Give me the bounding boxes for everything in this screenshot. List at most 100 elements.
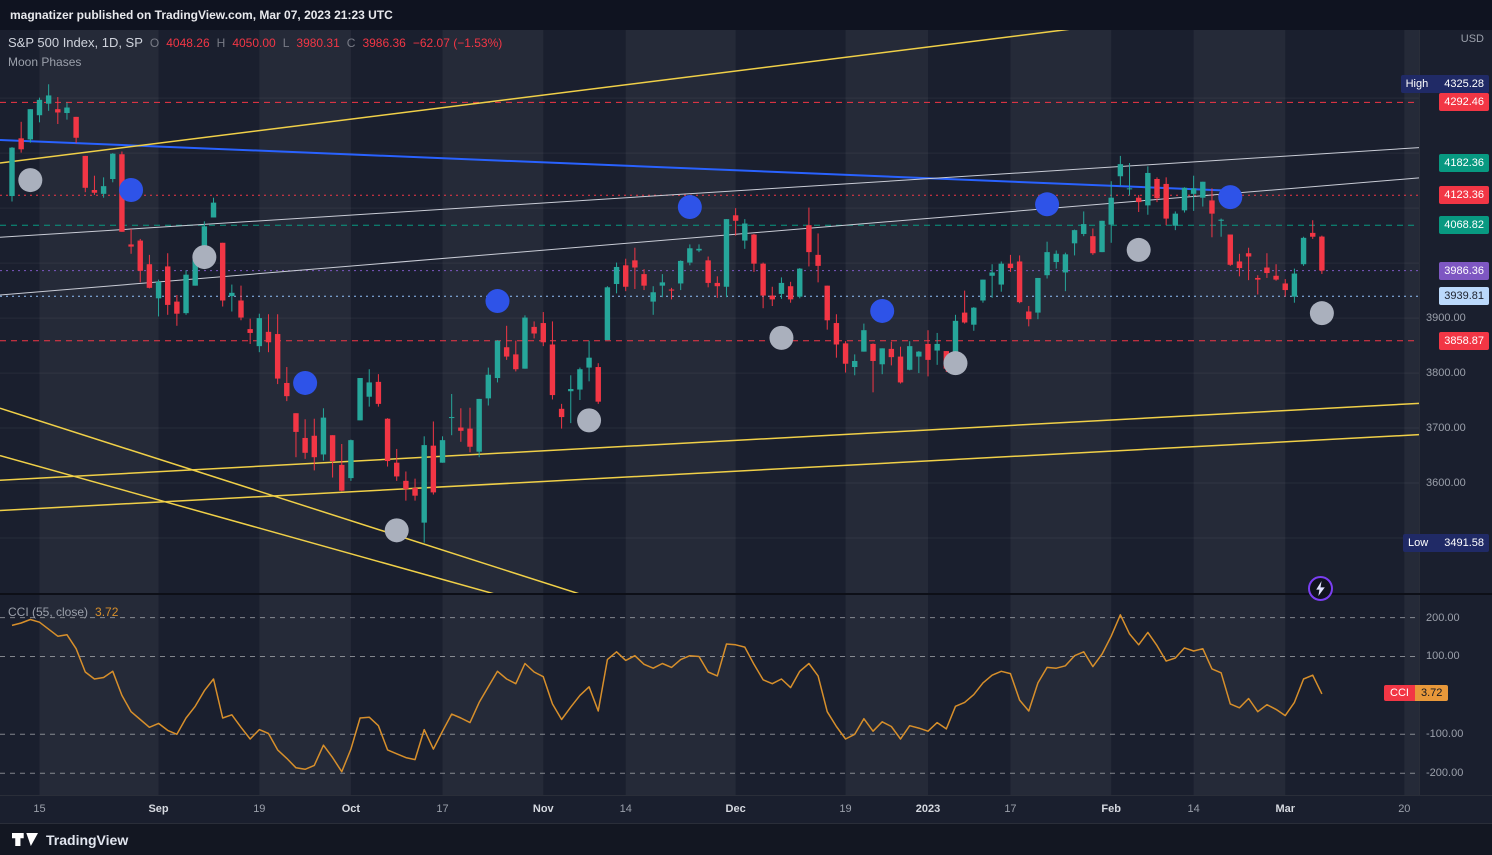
candle-body [586,357,592,368]
indicator-label-moon-phases[interactable]: Moon Phases [8,55,82,69]
change-value: −62.07 (−1.53%) [412,36,503,50]
moon-phase-new-icon [293,370,318,395]
candle-body [1282,283,1288,291]
candle-body [9,147,15,197]
footer-bar: TradingView [0,823,1492,855]
candle-body [888,348,895,358]
session-band [442,595,544,795]
price-tag-text: High [1405,78,1429,91]
tradingview-brand[interactable]: TradingView [46,831,129,848]
candle-body [238,300,244,318]
candle-body [1190,188,1197,194]
candle-body [1236,261,1243,269]
candle-body [531,326,537,334]
price-axis[interactable]: USD 3900.00 3800.00 3700.00 3600.00 High 4325… [1400,30,1492,593]
moon-phase-full-icon [943,351,968,376]
session-band [625,30,736,593]
candle-body [1108,197,1114,225]
symbol-title[interactable]: S&P 500 Index, 1D, SP [8,35,143,50]
price-tag-value: 4182.36 [1444,156,1484,169]
candle-body [339,464,345,491]
price-tag-high: High 4325.28 [1400,75,1489,94]
candle-body [329,435,336,462]
price-tag-value: 3986.36 [1444,264,1484,277]
candle-body [1300,237,1307,265]
candle-body [760,263,766,296]
candle-body [384,418,391,462]
candle-body [1319,236,1325,271]
moon-phase-full-icon [577,408,602,433]
time-axis-label: 20 [1398,803,1411,815]
price-tag-4068.82: 4068.82 [1439,216,1489,235]
session-band [1193,30,1286,593]
tradingview-logo-icon[interactable] [12,831,38,848]
publish-banner: magnatizer published on TradingView.com,… [0,0,1492,30]
main-chart-canvas[interactable] [0,30,1419,593]
candle-body [650,292,656,302]
time-axis-label: 14 [1187,803,1200,815]
time-axis[interactable]: 15 Sep 19 Oct 17 Nov 14 Dec 19 2023 17 Feb 14 Mar 20 [0,795,1492,823]
candle-body [1126,188,1133,190]
trendline-blue[interactable] [0,138,1241,193]
candle-body [998,263,1004,285]
moon-phase-full-icon [18,168,43,193]
candle-body [787,286,794,300]
cci-legend: CCI (55, close) 3.72 [8,605,118,619]
candle-body [36,99,43,116]
candle-body [1090,236,1096,254]
candle-body [155,281,162,299]
flash-icon [1316,581,1325,596]
candle-body [274,334,281,379]
candle-body [568,389,574,392]
candle-body [668,289,675,291]
candle-body [366,382,372,397]
candle-body [357,378,363,421]
open-value: 4048.26 [166,36,210,50]
candle-body [549,344,556,396]
publish-flash-button[interactable] [1308,576,1333,601]
candle-body [934,343,940,351]
candle-body [284,382,290,397]
candle-body [320,417,327,455]
candle-body [513,354,519,370]
session-band [39,595,159,795]
candle-body [55,109,61,113]
candle-body [229,292,235,297]
candle-body [723,219,730,287]
time-axis-label: 17 [1004,803,1017,815]
candle-body [751,234,757,264]
trendline-yellow-falling-2[interactable] [0,454,495,593]
cci-indicator-title[interactable]: CCI (55, close) [8,605,89,619]
candle-body [1135,197,1142,203]
candle-body [861,330,867,352]
price-axis-label: 3700.00 [1426,422,1466,435]
cci-chart-canvas[interactable] [0,595,1419,795]
channel-upper-line[interactable] [0,147,1419,238]
candle-body [1172,213,1179,226]
candle-body [815,254,821,266]
candle-body [439,440,446,463]
session-band [1010,595,1112,795]
candle-body [82,155,88,188]
candle-body [1255,277,1261,280]
trendline-yellow-rising-upper[interactable] [0,30,1090,164]
chart-area: S&P 500 Index, 1D, SP O 4048.26 H 4050.00 … [0,30,1492,795]
candle-body [522,317,528,369]
candle-body [806,225,812,253]
candle-body [430,445,437,493]
pane-divider[interactable] [0,593,1492,595]
candle-body [925,343,931,360]
time-axis-label: Oct [341,803,361,815]
price-axis-label: 3900.00 [1426,312,1466,325]
trendline-yellow-rising-support-2[interactable] [0,433,1419,512]
moon-phase-new-icon [870,298,895,323]
moon-phase-full-icon [1126,237,1151,262]
candle-body [348,440,354,479]
candle-body [1044,252,1050,276]
candle-body [174,301,180,314]
main-legend: S&P 500 Index, 1D, SP O 4048.26 H 4050.00 … [8,35,502,69]
candle-body [467,428,473,447]
trendline-yellow-rising-support-1[interactable] [0,402,1419,482]
candle-body [879,348,885,365]
trendline-yellow-falling-1[interactable] [0,407,580,593]
